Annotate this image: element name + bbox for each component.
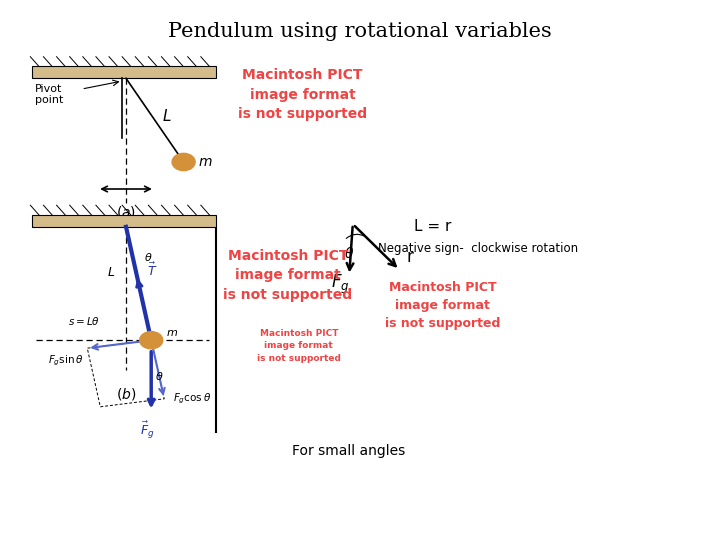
Text: Macintosh PICT
image format
is not supported: Macintosh PICT image format is not suppo… (223, 249, 353, 302)
Text: L = r: L = r (414, 219, 451, 234)
Text: For small angles: For small angles (292, 444, 405, 458)
Text: $F_g$: $F_g$ (331, 273, 350, 296)
Text: $\theta$: $\theta$ (144, 251, 153, 263)
Text: $\theta$: $\theta$ (344, 246, 354, 261)
Text: $L$: $L$ (107, 266, 115, 279)
Text: $\vec{F}_g$: $\vec{F}_g$ (140, 420, 155, 441)
Circle shape (172, 153, 195, 171)
Text: Macintosh PICT
image format
is not supported: Macintosh PICT image format is not suppo… (257, 329, 341, 362)
Text: $s = L\theta$: $s = L\theta$ (68, 315, 101, 327)
Text: $F_g\sin\theta$: $F_g\sin\theta$ (48, 354, 84, 368)
Text: $(b)$: $(b)$ (116, 386, 136, 402)
Text: $\vec{T}$: $\vec{T}$ (148, 261, 158, 279)
Bar (32, 215, 216, 227)
Text: r: r (407, 248, 414, 266)
Text: $\theta$: $\theta$ (155, 370, 163, 382)
Text: Macintosh PICT
image format
is not supported: Macintosh PICT image format is not suppo… (385, 281, 500, 329)
Text: Pendulum using rotational variables: Pendulum using rotational variables (168, 22, 552, 40)
Bar (32, 66, 216, 78)
Text: $m$: $m$ (166, 328, 178, 338)
Text: $L$: $L$ (162, 108, 171, 124)
Text: Macintosh PICT
image format
is not supported: Macintosh PICT image format is not suppo… (238, 68, 367, 121)
Text: $m$: $m$ (198, 155, 212, 169)
Text: $(a)$: $(a)$ (116, 204, 136, 220)
Text: Negative sign-  clockwise rotation: Negative sign- clockwise rotation (378, 242, 578, 255)
Circle shape (140, 332, 163, 349)
Text: $F_g\cos\theta$: $F_g\cos\theta$ (173, 392, 211, 406)
Text: Pivot
point: Pivot point (35, 84, 63, 105)
